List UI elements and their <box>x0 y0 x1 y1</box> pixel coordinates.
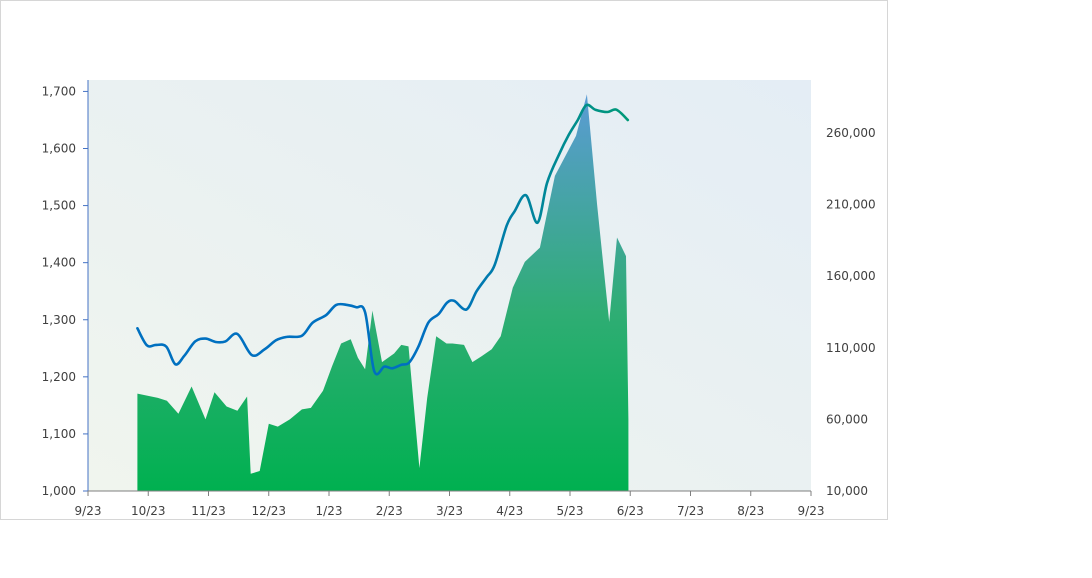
x-axis-tick-label: 11/23 <box>191 504 226 518</box>
right-axis-tick-label: 210,000 <box>826 198 876 212</box>
left-axis-tick-label: 1,300 <box>42 313 76 327</box>
x-axis-tick-label: 6/23 <box>617 504 644 518</box>
x-axis-tick-label: 2/23 <box>376 504 403 518</box>
left-axis-tick-label: 1,700 <box>42 84 76 98</box>
x-axis-tick-label: 9/23 <box>798 504 825 518</box>
right-axis-tick-label: 260,000 <box>826 126 876 140</box>
x-axis-tick-label: 9/23 <box>75 504 102 518</box>
area-series-layer <box>137 94 629 492</box>
right-axis-tick-label: 160,000 <box>826 269 876 283</box>
line-series-layer <box>136 103 630 376</box>
x-axis-tick-label: 12/23 <box>251 504 286 518</box>
line-series <box>136 103 630 376</box>
x-axis-tick-label: 5/23 <box>557 504 584 518</box>
axes-layer: 1,000 1,100 1,200 1,300 1,400 1,500 1,600 1,700… <box>42 80 876 518</box>
right-axis-tick-label: 10,000 <box>826 484 868 498</box>
x-axis-tick-label: 7/23 <box>677 504 704 518</box>
right-axis-tick-label: 110,000 <box>826 341 876 355</box>
x-axis-tick-label: 3/23 <box>436 504 463 518</box>
combo-area-line-chart: 1,000 1,100 1,200 1,300 1,400 1,500 1,600 1,700… <box>42 80 876 518</box>
x-axis-tick-label: 8/23 <box>737 504 764 518</box>
area-series <box>137 94 629 492</box>
left-axis-tick-label: 1,500 <box>42 199 76 213</box>
chart-frame: 1,000 1,100 1,200 1,300 1,400 1,500 1,600 1,700… <box>0 0 888 520</box>
left-axis-tick-label: 1,600 <box>42 142 76 156</box>
left-axis-tick-label: 1,400 <box>42 256 76 270</box>
left-axis-tick-label: 1,000 <box>42 484 76 498</box>
x-axis-tick-label: 4/23 <box>496 504 523 518</box>
x-axis-tick-label: 10/23 <box>131 504 166 518</box>
left-axis-tick-label: 1,100 <box>42 427 76 441</box>
right-axis-tick-label: 60,000 <box>826 412 868 426</box>
left-axis-tick-label: 1,200 <box>42 370 76 384</box>
x-axis-tick-label: 1/23 <box>316 504 343 518</box>
